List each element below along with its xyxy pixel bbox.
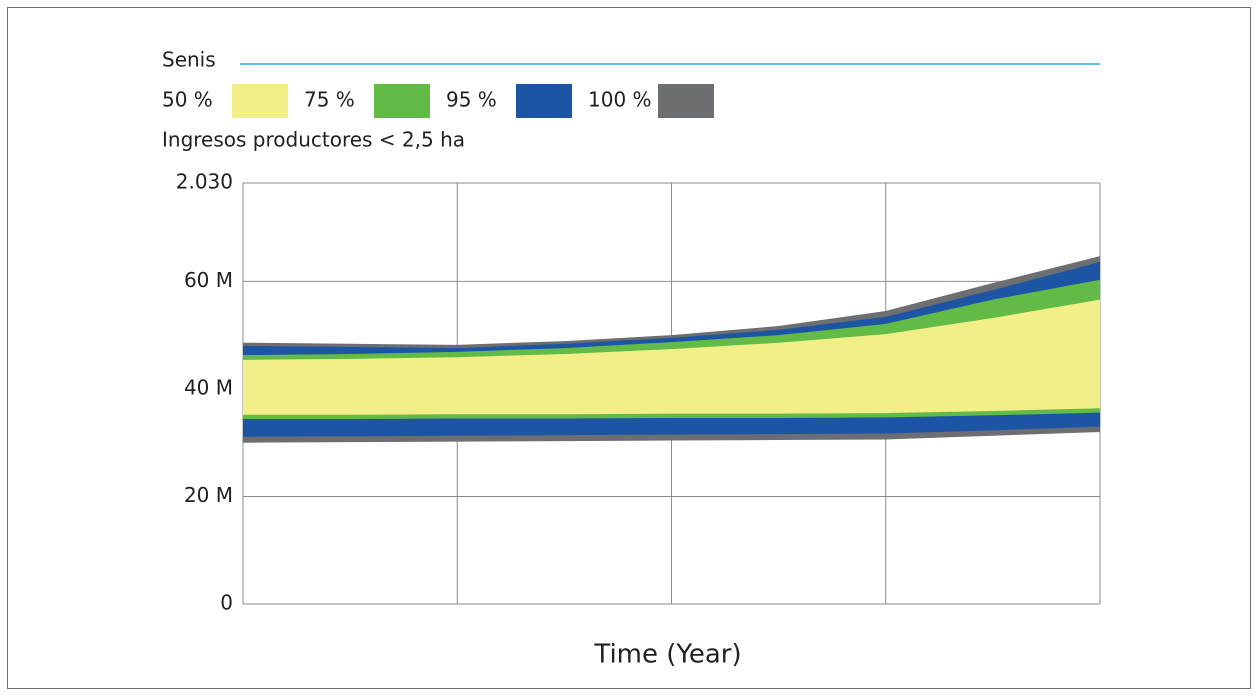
x-axis-label: Time (Year) [593,640,741,670]
y-tick-label: 40 M [184,375,233,399]
y-tick-label: 2.030 [176,170,233,194]
legend-swatch [516,84,572,118]
chart-title: Senis [162,48,216,72]
frame [7,7,1251,689]
legend-label: 95 % [446,88,497,112]
legend-label: 75 % [304,88,355,112]
y-tick-label: 60 M [184,268,233,292]
y-tick-label: 0 [220,591,233,615]
y-tick-label: 20 M [184,483,233,507]
band [243,299,1100,415]
legend-label: 100 % [588,88,652,112]
legend-swatch [658,84,714,118]
chart-subtitle: Ingresos productores < 2,5 ha [162,128,465,152]
legend-swatch [374,84,430,118]
legend-swatch [232,84,288,118]
legend-label: 50 % [162,88,213,112]
